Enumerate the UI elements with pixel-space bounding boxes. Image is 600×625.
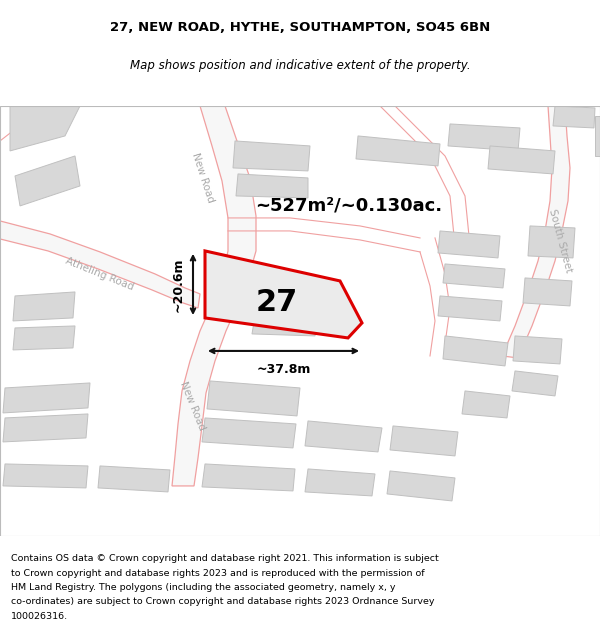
Polygon shape — [202, 418, 296, 448]
Text: Map shows position and indicative extent of the property.: Map shows position and indicative extent… — [130, 59, 470, 72]
Text: ~37.8m: ~37.8m — [256, 363, 311, 376]
Text: Atheling Road: Atheling Road — [64, 256, 136, 292]
Text: 27: 27 — [256, 288, 298, 317]
Polygon shape — [595, 116, 600, 156]
Polygon shape — [523, 278, 572, 306]
Polygon shape — [13, 326, 75, 350]
Polygon shape — [443, 336, 508, 366]
Polygon shape — [390, 426, 458, 456]
Polygon shape — [10, 106, 80, 151]
Text: New Road: New Road — [178, 380, 206, 432]
Polygon shape — [502, 106, 570, 358]
Text: 100026316.: 100026316. — [11, 612, 68, 621]
Text: ~527m²/~0.130ac.: ~527m²/~0.130ac. — [255, 197, 442, 215]
Text: to Crown copyright and database rights 2023 and is reproduced with the permissio: to Crown copyright and database rights 2… — [11, 569, 424, 578]
Text: 27, NEW ROAD, HYTHE, SOUTHAMPTON, SO45 6BN: 27, NEW ROAD, HYTHE, SOUTHAMPTON, SO45 6… — [110, 21, 490, 34]
Text: HM Land Registry. The polygons (including the associated geometry, namely x, y: HM Land Registry. The polygons (includin… — [11, 583, 395, 592]
Polygon shape — [3, 383, 90, 413]
Text: co-ordinates) are subject to Crown copyright and database rights 2023 Ordnance S: co-ordinates) are subject to Crown copyr… — [11, 598, 434, 606]
Polygon shape — [387, 471, 455, 501]
Polygon shape — [356, 136, 440, 166]
Polygon shape — [438, 296, 502, 321]
Polygon shape — [252, 316, 318, 336]
Polygon shape — [553, 106, 595, 128]
Polygon shape — [528, 226, 575, 258]
Polygon shape — [252, 288, 318, 316]
Polygon shape — [443, 264, 505, 288]
Text: South Street: South Street — [547, 208, 573, 274]
Polygon shape — [207, 381, 300, 416]
Polygon shape — [236, 174, 308, 198]
Text: ~20.6m: ~20.6m — [172, 258, 185, 312]
Polygon shape — [233, 141, 310, 171]
Polygon shape — [438, 231, 500, 258]
Polygon shape — [448, 124, 520, 151]
Polygon shape — [202, 464, 295, 491]
Polygon shape — [305, 469, 375, 496]
Polygon shape — [205, 251, 362, 338]
Polygon shape — [305, 421, 382, 452]
Polygon shape — [13, 292, 75, 321]
Polygon shape — [3, 464, 88, 488]
Polygon shape — [0, 221, 200, 308]
Polygon shape — [15, 156, 80, 206]
Polygon shape — [3, 414, 88, 442]
Polygon shape — [512, 371, 558, 396]
Polygon shape — [513, 336, 562, 364]
Text: New Road: New Road — [190, 152, 216, 204]
Polygon shape — [172, 106, 256, 486]
Polygon shape — [488, 146, 555, 174]
Polygon shape — [462, 391, 510, 418]
Polygon shape — [98, 466, 170, 492]
Text: Contains OS data © Crown copyright and database right 2021. This information is : Contains OS data © Crown copyright and d… — [11, 554, 439, 563]
